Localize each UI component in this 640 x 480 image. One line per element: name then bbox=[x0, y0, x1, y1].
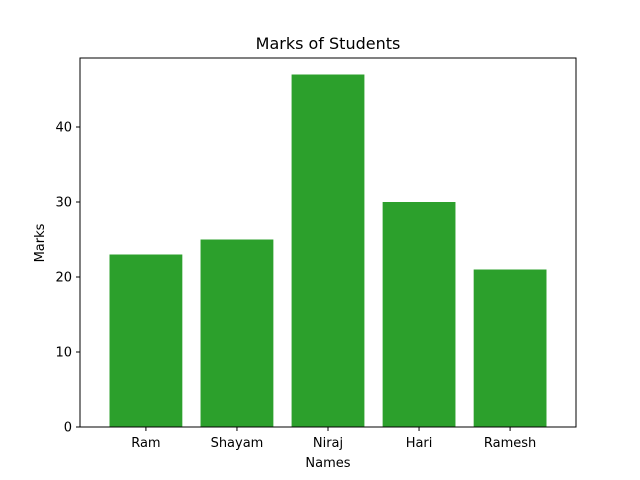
y-tick-label: 30 bbox=[55, 196, 72, 211]
x-axis-label: Names bbox=[305, 456, 350, 471]
plot-frame bbox=[79, 57, 577, 428]
bar-shayam bbox=[200, 239, 274, 427]
x-tick-label-shayam: Shayam bbox=[211, 436, 264, 451]
bar-ram bbox=[109, 254, 183, 427]
x-tick-label-ramesh: Ramesh bbox=[484, 436, 536, 451]
x-tick-label-hari: Hari bbox=[406, 436, 433, 451]
x-tick-label-ram: Ram bbox=[131, 436, 160, 451]
x-axis-ticks: Ram Shayam Niraj Hari Ramesh bbox=[131, 427, 536, 451]
bar-niraj bbox=[291, 74, 365, 427]
y-tick-label: 10 bbox=[55, 346, 72, 361]
y-tick-label: 40 bbox=[55, 121, 72, 136]
x-tick-label-niraj: Niraj bbox=[313, 436, 343, 451]
y-tick-label: 20 bbox=[55, 271, 72, 286]
y-axis-ticks: 0 10 20 30 40 bbox=[55, 121, 80, 436]
y-tick-label: 0 bbox=[64, 421, 72, 436]
bars-group bbox=[109, 74, 547, 427]
y-axis-label: Marks bbox=[33, 223, 48, 262]
bar-hari bbox=[382, 202, 456, 427]
chart-title: Marks of Students bbox=[256, 34, 401, 53]
bar-ramesh bbox=[473, 269, 547, 427]
